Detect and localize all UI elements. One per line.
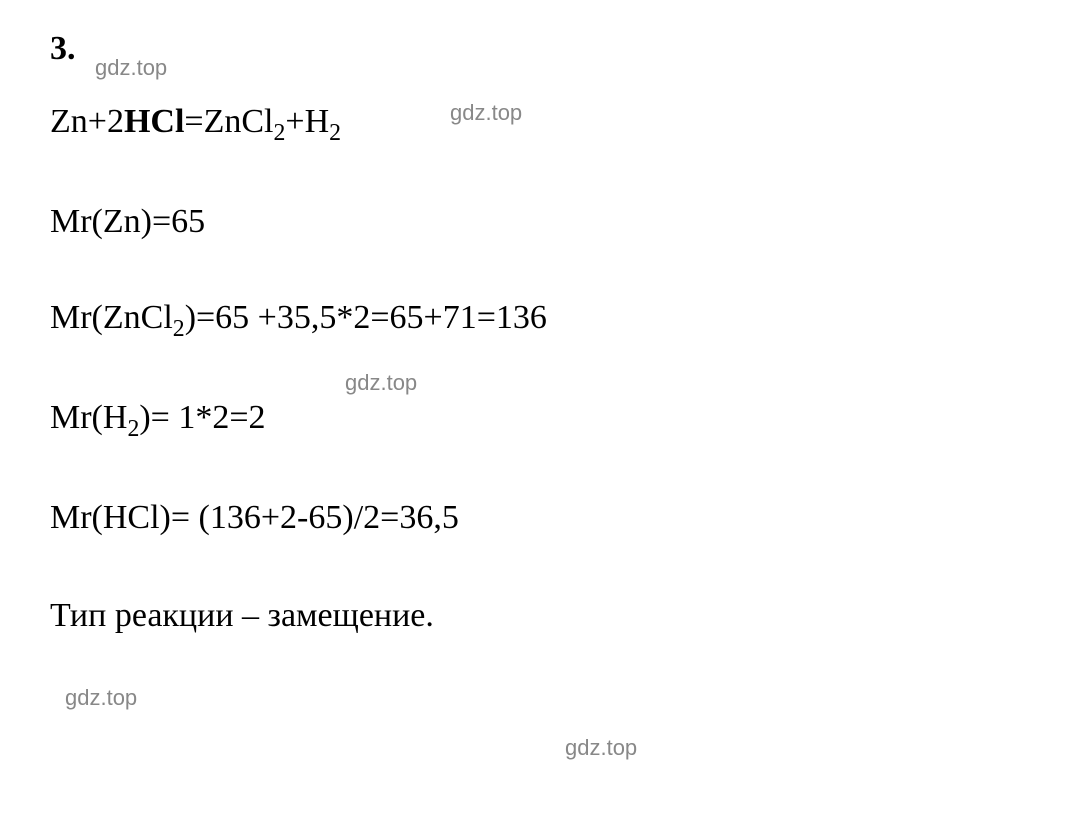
line4-part2: )= 1*2=2 xyxy=(139,399,265,436)
line4-sub1: 2 xyxy=(127,416,139,442)
equation-line-2: Mr(Zn)=65 xyxy=(50,198,1025,246)
equation-line-3: Mr(ZnCl2)=65 +35,5*2=65+71=136 xyxy=(50,294,1025,346)
conclusion: Тип реакции – замещение. xyxy=(50,592,1025,640)
eq1-part3: +H xyxy=(285,103,329,140)
line3-part1: Mr(ZnCl xyxy=(50,299,173,336)
line3-sub1: 2 xyxy=(173,316,185,342)
watermark-3: gdz.top xyxy=(345,370,417,396)
equation-line-1: Zn+2HCl=ZnCl2+H2 xyxy=(50,98,1025,150)
eq1-part1: Zn+2 xyxy=(50,103,124,140)
watermark-4: gdz.top xyxy=(65,685,137,711)
watermark-5: gdz.top xyxy=(565,735,637,761)
eq1-sub1: 2 xyxy=(273,120,285,146)
equation-line-5: Mr(HCl)= (136+2-65)/2=36,5 xyxy=(50,494,1025,542)
eq1-bold: HCl xyxy=(124,103,184,140)
line4-part1: Mr(H xyxy=(50,399,127,436)
equation-line-4: Mr(H2)= 1*2=2 xyxy=(50,394,1025,446)
eq1-part2: =ZnCl xyxy=(184,103,273,140)
eq1-sub2: 2 xyxy=(329,120,341,146)
line3-part2: )=65 +35,5*2=65+71=136 xyxy=(185,299,547,336)
problem-number: 3. xyxy=(50,30,1025,68)
